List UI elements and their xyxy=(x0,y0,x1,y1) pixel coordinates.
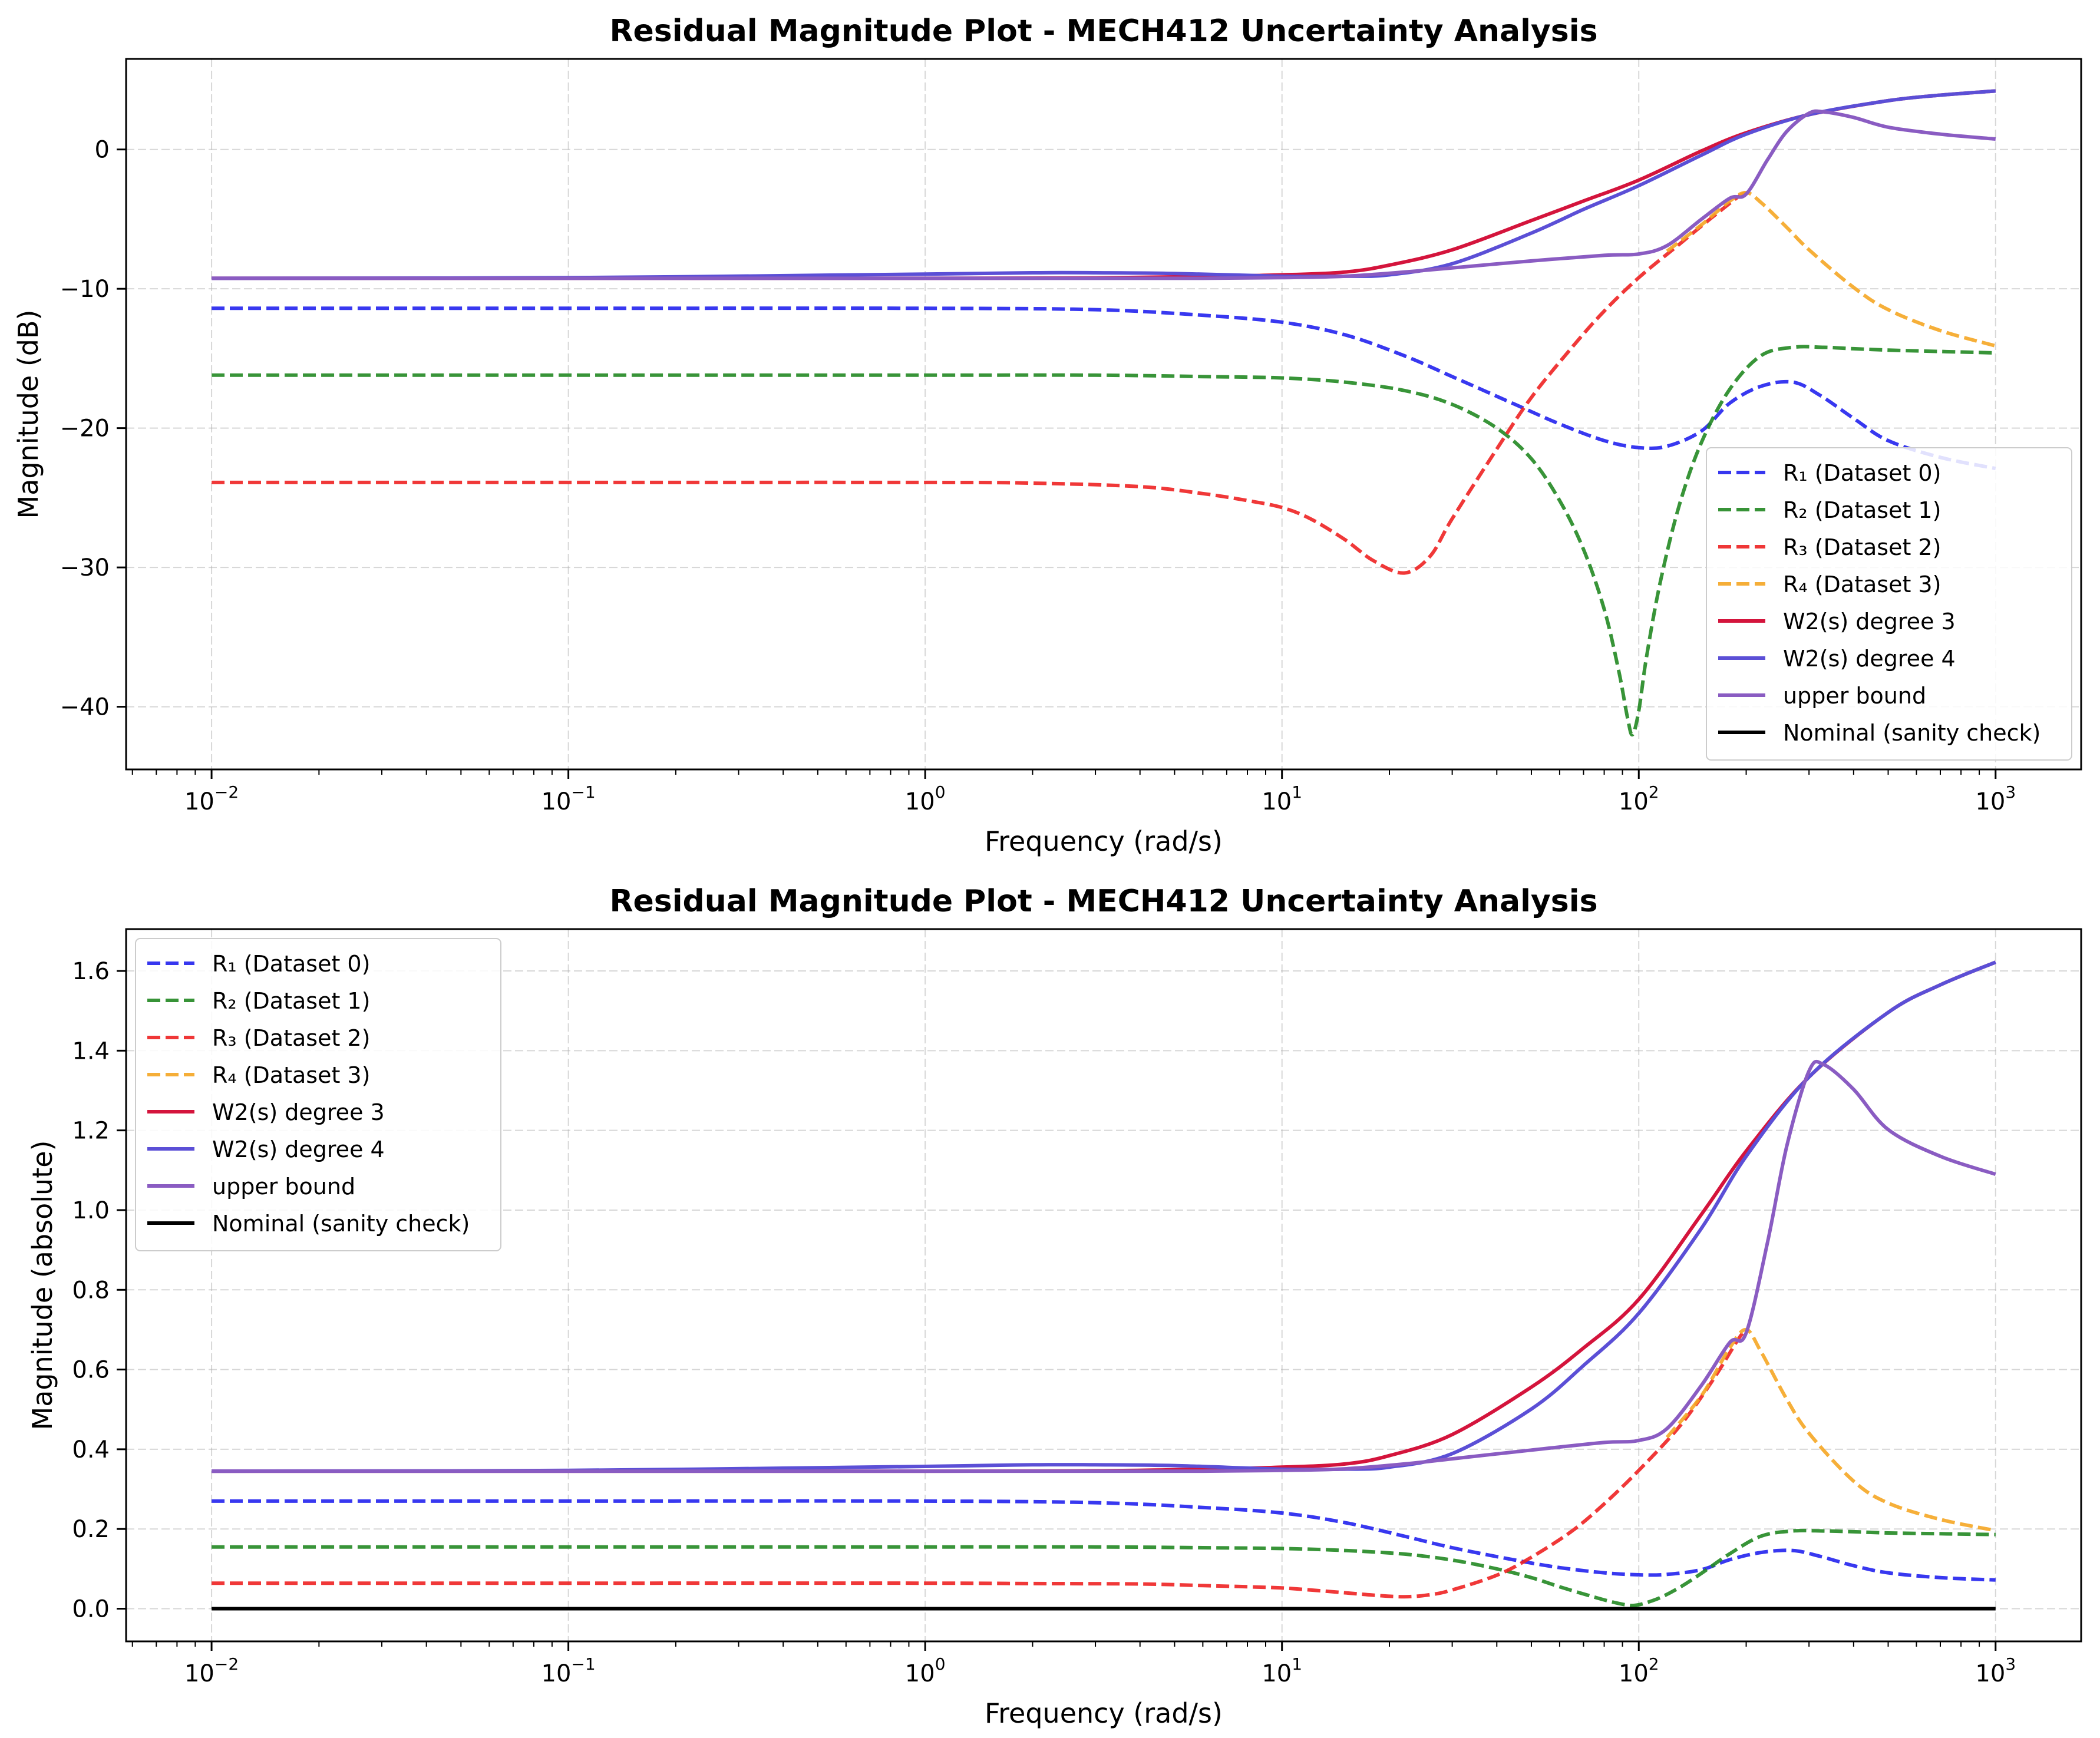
x-tick-label: 102 xyxy=(1619,1654,1659,1687)
y-tick-label: 0.4 xyxy=(72,1436,110,1463)
legend-label: upper bound xyxy=(212,1174,355,1200)
x-tick-label-exponent: −2 xyxy=(214,1654,239,1674)
x-tick-label-exponent: 3 xyxy=(2005,1654,2016,1674)
x-tick-label-exponent: −2 xyxy=(214,782,239,802)
x-tick-label-exponent: −1 xyxy=(571,1654,595,1674)
x-tick-label-base: 10 xyxy=(184,788,214,815)
plot-frame xyxy=(125,928,2082,1643)
series-lines xyxy=(212,89,1996,736)
legend-label: W2(s) degree 4 xyxy=(1783,646,1956,672)
y-axis-label: Magnitude (absolute) xyxy=(27,1141,58,1430)
x-tick-label-exponent: 3 xyxy=(2005,782,2016,802)
x-tick-label-base: 10 xyxy=(1262,1660,1292,1687)
chart-2: Residual Magnitude Plot - MECH412 Uncert… xyxy=(27,884,2082,1729)
y-tick-label: −20 xyxy=(60,415,110,442)
y-tick-label: −10 xyxy=(60,276,110,303)
x-tick-label-base: 10 xyxy=(184,1660,214,1687)
y-tick-label: 0.0 xyxy=(72,1596,110,1623)
legend-label: upper bound xyxy=(1783,683,1926,709)
series-line-6 xyxy=(212,89,1996,280)
x-tick-label-base: 10 xyxy=(541,1660,572,1687)
legend-label: R₄ (Dataset 3) xyxy=(1783,571,1941,597)
y-tick-label: 0.8 xyxy=(72,1277,110,1304)
x-tick-label-exponent: −1 xyxy=(571,782,595,802)
x-tick-label: 100 xyxy=(905,782,946,815)
y-tick-label: 1.2 xyxy=(72,1118,110,1145)
x-tick-label-base: 10 xyxy=(905,788,935,815)
x-tick-label-base: 10 xyxy=(1619,788,1649,815)
series-line-3 xyxy=(212,191,1747,575)
x-tick-label-exponent: 0 xyxy=(935,1654,946,1674)
series-line-1 xyxy=(212,306,1996,471)
x-tick-label-exponent: 1 xyxy=(1292,782,1302,802)
legend-label: W2(s) degree 3 xyxy=(1783,609,1956,635)
x-tick-label-base: 10 xyxy=(1975,1660,2005,1687)
legend-label: R₃ (Dataset 2) xyxy=(212,1025,370,1051)
x-tick-label: 10−2 xyxy=(184,1654,239,1687)
y-tick-label: 0.2 xyxy=(72,1516,110,1543)
series-line-7 xyxy=(212,109,1996,280)
y-tick-label: 1.4 xyxy=(72,1037,110,1065)
x-tick-label: 101 xyxy=(1262,782,1302,815)
x-tick-label-base: 10 xyxy=(905,1660,935,1687)
legend-label: R₃ (Dataset 2) xyxy=(1783,534,1941,560)
x-tick-label-exponent: 2 xyxy=(1649,1654,1659,1674)
legend-frame xyxy=(1706,447,2072,761)
y-tick-label: −40 xyxy=(60,694,110,721)
x-tick-label-exponent: 0 xyxy=(935,782,946,802)
x-tick-label: 102 xyxy=(1619,782,1659,815)
x-tick-label: 10−1 xyxy=(541,1654,596,1687)
legend-label: R₄ (Dataset 3) xyxy=(212,1062,370,1088)
x-tick-label-base: 10 xyxy=(1975,788,2005,815)
legend-label: R₂ (Dataset 1) xyxy=(1783,497,1941,523)
series-line-1 xyxy=(212,1499,1996,1582)
legend-label: W2(s) degree 4 xyxy=(212,1136,385,1162)
y-tick-label: 1.0 xyxy=(72,1197,110,1224)
legend-label: W2(s) degree 3 xyxy=(212,1099,385,1125)
x-tick-label-exponent: 2 xyxy=(1649,782,1659,802)
x-tick-label-base: 10 xyxy=(1262,788,1292,815)
x-tick-label: 100 xyxy=(905,1654,946,1687)
x-tick-label: 103 xyxy=(1975,782,2016,815)
x-axis-label: Frequency (rad/s) xyxy=(985,1697,1223,1729)
legend-label: Nominal (sanity check) xyxy=(212,1211,470,1237)
y-axis-label: Magnitude (dB) xyxy=(12,310,44,519)
series-line-5 xyxy=(212,89,1996,280)
chart-title: Residual Magnitude Plot - MECH412 Uncert… xyxy=(609,884,1597,919)
y-tick-label: −30 xyxy=(60,554,110,581)
y-tick-label: 0 xyxy=(95,137,110,164)
legend: R₁ (Dataset 0) R₂ (Dataset 1) R₃ (Dataset … xyxy=(1706,447,2072,761)
y-tick-label: 0.6 xyxy=(72,1357,110,1384)
legend-frame xyxy=(135,938,501,1251)
series-line-4 xyxy=(1666,191,1996,348)
legend-label: R₂ (Dataset 1) xyxy=(212,988,370,1014)
legend: R₁ (Dataset 0) R₂ (Dataset 1) R₃ (Dataset … xyxy=(135,938,501,1251)
series-line-7 xyxy=(212,1059,1996,1473)
legend-label: Nominal (sanity check) xyxy=(1783,720,2040,746)
x-tick-label-base: 10 xyxy=(541,788,572,815)
plot-frame xyxy=(125,58,2082,771)
x-tick-label-base: 10 xyxy=(1619,1660,1649,1687)
legend-label: R₁ (Dataset 0) xyxy=(1783,460,1941,486)
series-lines xyxy=(212,960,1996,1611)
y-tick-label: 1.6 xyxy=(72,958,110,985)
x-tick-label: 10−1 xyxy=(541,782,596,815)
series-line-3 xyxy=(212,1328,1748,1599)
series-line-2 xyxy=(212,1528,1996,1608)
series-line-2 xyxy=(212,345,1996,736)
x-tick-label-exponent: 1 xyxy=(1292,1654,1302,1674)
chart-1: Residual Magnitude Plot - MECH412 Uncert… xyxy=(12,14,2082,857)
x-tick-label: 103 xyxy=(1975,1654,2016,1687)
legend-label: R₁ (Dataset 0) xyxy=(212,951,370,977)
x-tick-label: 10−2 xyxy=(184,782,239,815)
x-tick-label: 101 xyxy=(1262,1654,1302,1687)
chart-title: Residual Magnitude Plot - MECH412 Uncert… xyxy=(609,14,1597,49)
x-axis-label: Frequency (rad/s) xyxy=(985,825,1223,857)
